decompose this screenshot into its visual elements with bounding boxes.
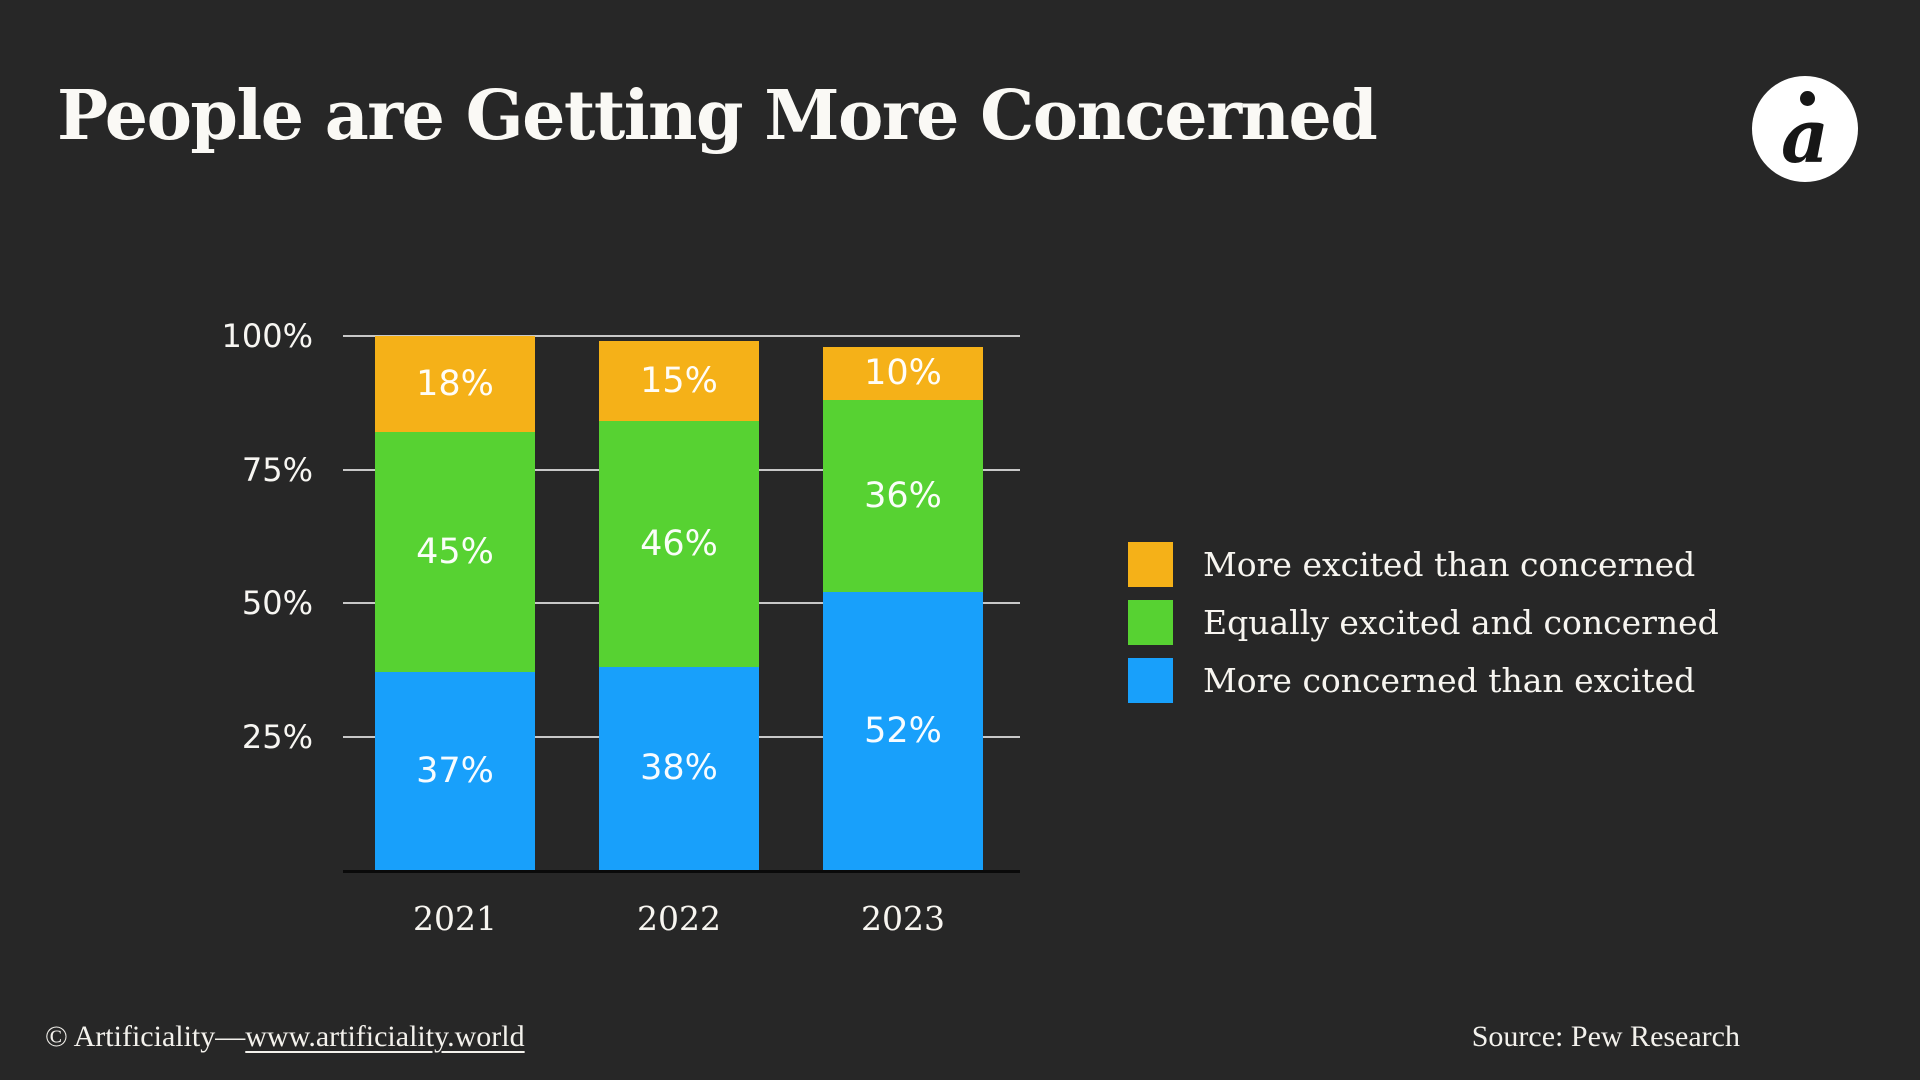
legend-item-equally-excited: Equally excited and concerned: [1128, 600, 1719, 645]
segment-value-label: 18%: [416, 363, 494, 404]
segment-value-label: 46%: [640, 523, 718, 564]
y-axis-tick-25: 25%: [241, 717, 313, 756]
artificiality-world-link[interactable]: www.artificiality.world: [245, 1020, 525, 1053]
copyright-prefix: © Artificiality—: [45, 1020, 246, 1053]
legend-item-more-excited: More excited than concerned: [1128, 542, 1719, 587]
stacked-bar-chart-plot-area: 25% 50% 75% 100% 37% 45% 18% 2021 38% 46% 15% 2022 5…: [222, 317, 1020, 938]
chart-legend: More excited than concerned Equally exci…: [1128, 542, 1719, 716]
segment-value-label: 36%: [864, 475, 942, 516]
segment-value-label: 52%: [864, 710, 942, 751]
x-axis-baseline: [343, 870, 1020, 873]
segment-value-label: 10%: [864, 352, 942, 393]
y-axis-tick-75: 75%: [241, 450, 313, 489]
copyright-text: © Artificiality—www.artificiality.world: [45, 1020, 525, 1054]
legend-label: More concerned than excited: [1203, 661, 1696, 700]
source-text: Source: Pew Research: [1471, 1020, 1740, 1053]
gridline-100: [343, 335, 1020, 337]
y-axis-tick-50: 50%: [241, 584, 313, 622]
page-title: People are Getting More Concerned: [57, 76, 1378, 156]
segment-value-label: 37%: [416, 750, 494, 791]
segment-value-label: 45%: [416, 531, 494, 572]
logo-dot-icon: [1800, 91, 1815, 106]
bar-segment-2023-more-concerned-than-excited: 52%: [823, 592, 983, 870]
legend-swatch-blue: [1128, 658, 1173, 703]
x-axis-label-2022: 2022: [637, 899, 721, 938]
bar-segment-2021-equally-excited-and-concerned: 45%: [375, 432, 535, 673]
legend-swatch-green: [1128, 600, 1173, 645]
legend-swatch-orange: [1128, 542, 1173, 587]
legend-item-more-concerned: More concerned than excited: [1128, 658, 1719, 703]
bar-segment-2023-more-excited-than-concerned: 10%: [823, 346, 983, 401]
segment-value-label: 38%: [640, 748, 718, 789]
y-axis-tick-100: 100%: [221, 317, 313, 355]
artificiality-logo: a: [1752, 76, 1858, 182]
bar-segment-2022-more-excited-than-concerned: 15%: [599, 341, 759, 422]
bar-segment-2023-equally-excited-and-concerned: 36%: [823, 400, 983, 593]
bar-segment-2022-equally-excited-and-concerned: 46%: [599, 421, 759, 668]
bar-segment-2021-more-excited-than-concerned: 18%: [375, 336, 535, 433]
logo-a-glyph: a: [1781, 94, 1829, 181]
legend-label: Equally excited and concerned: [1203, 603, 1719, 642]
x-axis-label-2021: 2021: [413, 899, 497, 938]
x-axis-label-2023: 2023: [861, 899, 945, 938]
bar-segment-2021-more-concerned-than-excited: 37%: [375, 672, 535, 870]
bar-segment-2022-more-concerned-than-excited: 38%: [599, 667, 759, 870]
segment-value-label: 15%: [640, 360, 718, 401]
legend-label: More excited than concerned: [1203, 545, 1696, 584]
